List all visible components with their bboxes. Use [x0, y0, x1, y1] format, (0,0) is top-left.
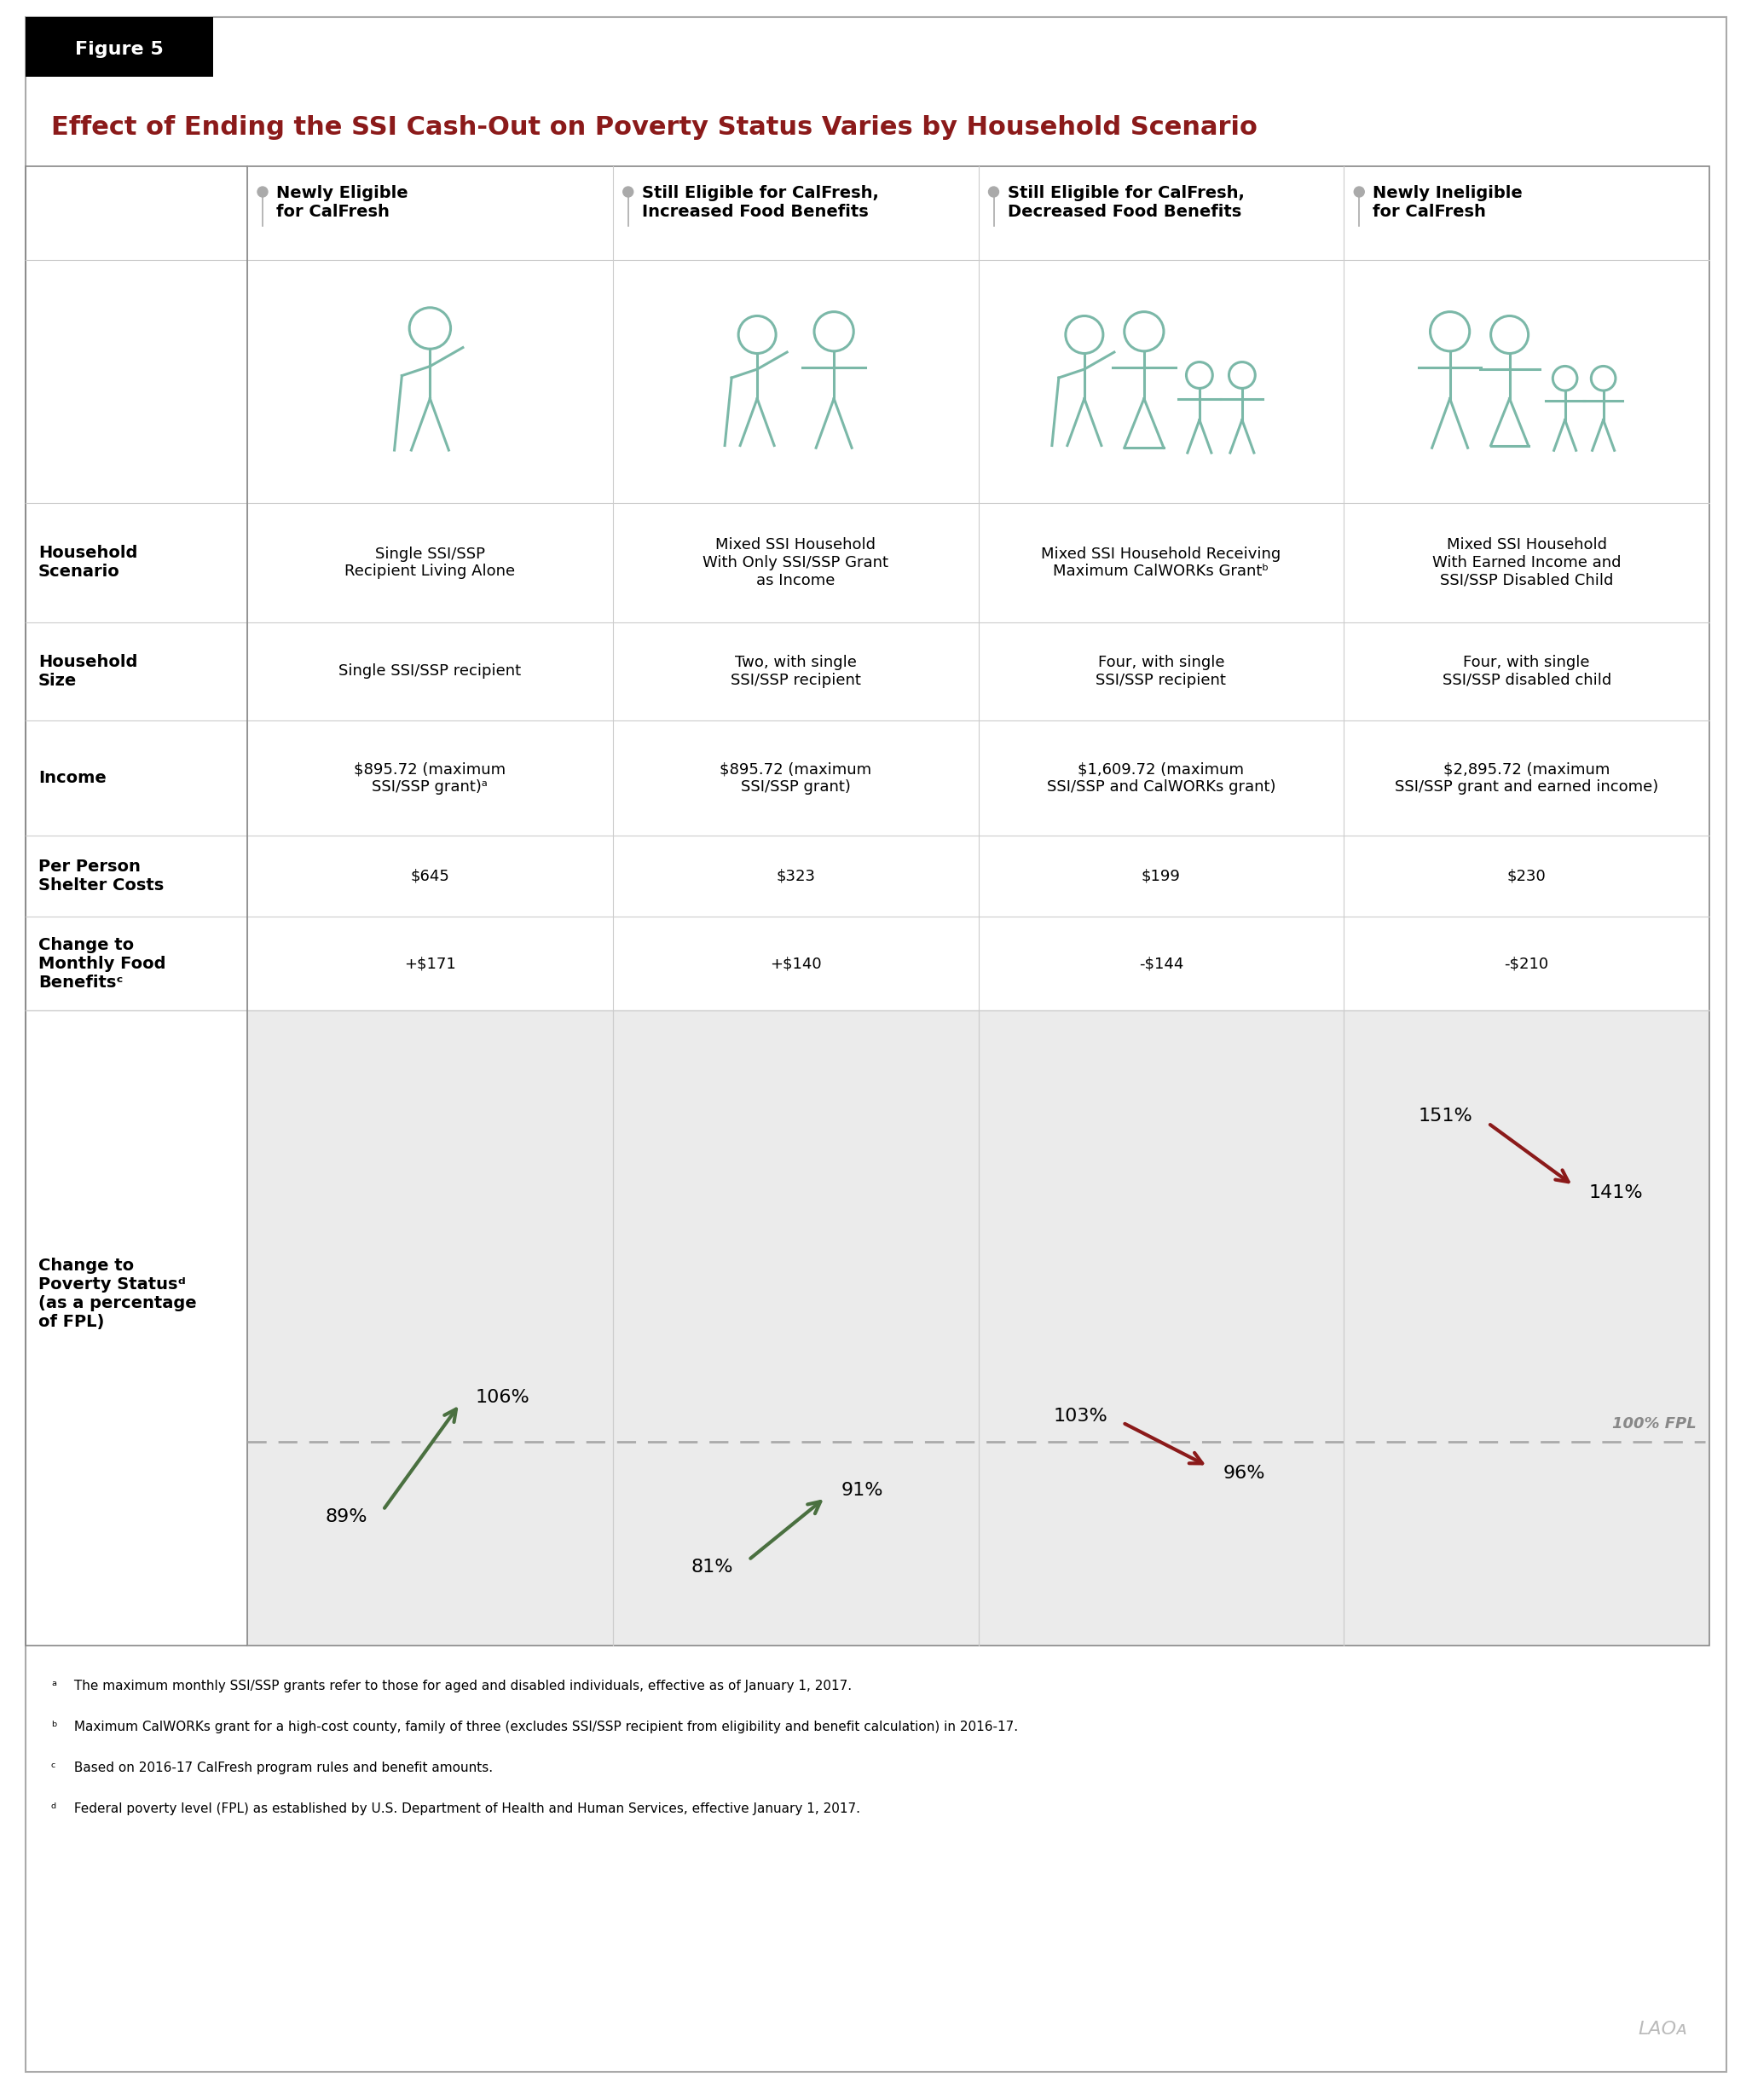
Text: Change to
Poverty Statusᵈ
(as a percentage
of FPL): Change to Poverty Statusᵈ (as a percenta… [39, 1258, 196, 1329]
Text: Single SSI/SSP recipient: Single SSI/SSP recipient [338, 664, 522, 678]
Bar [26, 17, 214, 78]
Text: Figure 5: Figure 5 [75, 40, 163, 59]
Text: +$171: +$171 [405, 956, 456, 970]
Circle shape [1354, 187, 1365, 197]
Text: Income: Income [39, 771, 107, 785]
Bar [26, 166, 1710, 1646]
Text: Still Eligible for CalFresh,
Decreased Food Benefits: Still Eligible for CalFresh, Decreased F… [1007, 185, 1244, 220]
Text: $323: $323 [776, 869, 815, 884]
Bar [247, 1010, 1710, 1646]
Text: Per Person
Shelter Costs: Per Person Shelter Costs [39, 859, 165, 893]
Text: Mixed SSI Household
With Earned Income and
SSI/SSP Disabled Child: Mixed SSI Household With Earned Income a… [1431, 538, 1621, 588]
Text: 91%: 91% [841, 1483, 883, 1499]
Text: -$210: -$210 [1505, 956, 1549, 970]
Text: 106%: 106% [475, 1388, 529, 1405]
Circle shape [624, 187, 632, 197]
Text: -$144: -$144 [1139, 956, 1183, 970]
Text: Federal poverty level (FPL) as established by U.S. Department of Health and Huma: Federal poverty level (FPL) as establish… [70, 1802, 860, 1814]
Text: $1,609.72 (maximum
SSI/SSP and CalWORKs grant): $1,609.72 (maximum SSI/SSP and CalWORKs … [1046, 762, 1275, 794]
Text: 151%: 151% [1419, 1109, 1473, 1126]
Text: $645: $645 [410, 869, 450, 884]
Text: Household
Scenario: Household Scenario [39, 546, 138, 580]
Text: The maximum monthly SSI/SSP grants refer to those for aged and disabled individu: The maximum monthly SSI/SSP grants refer… [70, 1680, 851, 1693]
Text: $895.72 (maximum
SSI/SSP grant): $895.72 (maximum SSI/SSP grant) [720, 762, 871, 794]
Text: Based on 2016-17 CalFresh program rules and benefit amounts.: Based on 2016-17 CalFresh program rules … [70, 1762, 492, 1774]
Text: Change to
Monthly Food
Benefitsᶜ: Change to Monthly Food Benefitsᶜ [39, 937, 166, 991]
Text: 96%: 96% [1223, 1464, 1265, 1483]
Text: Still Eligible for CalFresh,
Increased Food Benefits: Still Eligible for CalFresh, Increased F… [641, 185, 880, 220]
Text: ᶜ: ᶜ [51, 1762, 56, 1774]
Circle shape [988, 187, 999, 197]
Text: Newly Ineligible
for CalFresh: Newly Ineligible for CalFresh [1374, 185, 1522, 220]
Text: ᵃ: ᵃ [51, 1680, 56, 1693]
Text: +$140: +$140 [769, 956, 822, 970]
Text: $230: $230 [1507, 869, 1545, 884]
Text: Mixed SSI Household
With Only SSI/SSP Grant
as Income: Mixed SSI Household With Only SSI/SSP Gr… [703, 538, 888, 588]
Text: $2,895.72 (maximum
SSI/SSP grant and earned income): $2,895.72 (maximum SSI/SSP grant and ear… [1395, 762, 1659, 794]
Text: LAOᴀ: LAOᴀ [1638, 2020, 1689, 2037]
Text: Household
Size: Household Size [39, 653, 138, 689]
Text: 100% FPL: 100% FPL [1612, 1415, 1696, 1430]
Text: Single SSI/SSP
Recipient Living Alone: Single SSI/SSP Recipient Living Alone [345, 546, 515, 580]
Text: Two, with single
SSI/SSP recipient: Two, with single SSI/SSP recipient [731, 655, 860, 689]
Circle shape [258, 187, 268, 197]
Text: 103%: 103% [1053, 1407, 1107, 1424]
Text: 89%: 89% [326, 1508, 368, 1525]
Text: Maximum CalWORKs grant for a high-cost county, family of three (excludes SSI/SSP: Maximum CalWORKs grant for a high-cost c… [70, 1720, 1018, 1732]
Text: 141%: 141% [1589, 1184, 1643, 1201]
Text: 81%: 81% [690, 1558, 734, 1575]
Text: $895.72 (maximum
SSI/SSP grant)ᵃ: $895.72 (maximum SSI/SSP grant)ᵃ [354, 762, 506, 794]
Text: $199: $199 [1142, 869, 1181, 884]
Text: Newly Eligible
for CalFresh: Newly Eligible for CalFresh [277, 185, 408, 220]
Text: Four, with single
SSI/SSP recipient: Four, with single SSI/SSP recipient [1097, 655, 1226, 689]
Text: Mixed SSI Household Receiving
Maximum CalWORKs Grantᵇ: Mixed SSI Household Receiving Maximum Ca… [1041, 546, 1281, 580]
Text: ᵈ: ᵈ [51, 1802, 56, 1814]
Text: Effect of Ending the SSI Cash-Out on Poverty Status Varies by Household Scenario: Effect of Ending the SSI Cash-Out on Pov… [51, 116, 1258, 141]
Text: Four, with single
SSI/SSP disabled child: Four, with single SSI/SSP disabled child [1442, 655, 1612, 689]
Text: ᵇ: ᵇ [51, 1720, 56, 1732]
